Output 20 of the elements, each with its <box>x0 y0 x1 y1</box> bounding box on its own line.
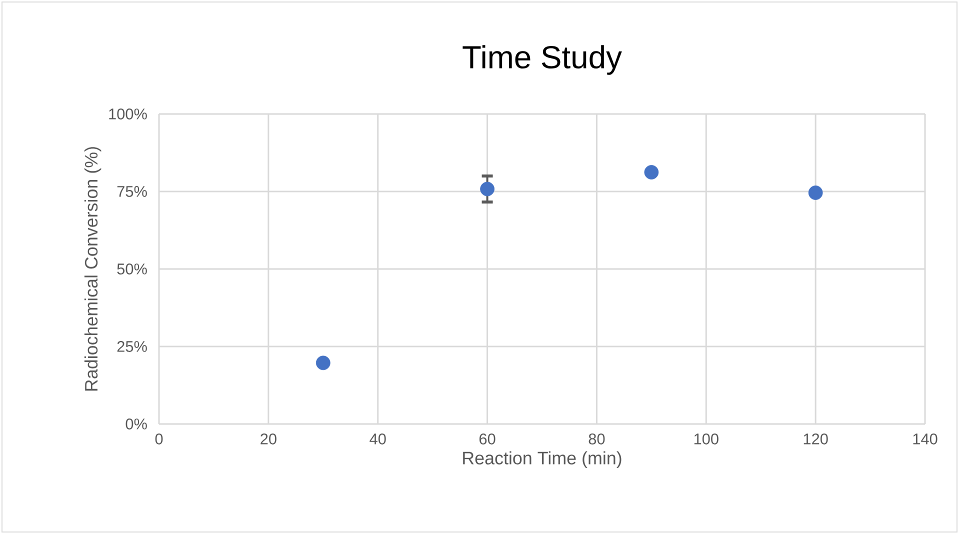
y-tick-label: 0% <box>126 418 147 430</box>
chart-title: Time Study <box>462 45 622 75</box>
y-axis-title: Radiochemical Conversion (%) <box>84 147 102 391</box>
x-tick-label: 0 <box>155 434 163 444</box>
point <box>644 165 659 180</box>
point <box>480 182 494 196</box>
x-tick-label: 80 <box>588 434 605 444</box>
y-tick-label: 50% <box>117 264 147 274</box>
y-tick-label: 100% <box>109 108 147 120</box>
x-tick-label: 40 <box>370 434 386 444</box>
x-tick-label: 120 <box>804 434 828 444</box>
y-tick-label: 25% <box>117 341 147 352</box>
x-tick-label: 20 <box>260 434 276 444</box>
x-axis-title: Reaction Time (min) <box>463 451 622 468</box>
x-tick-label: 60 <box>479 434 496 444</box>
x-tick-label: 100 <box>694 434 718 444</box>
point <box>808 186 823 200</box>
x-tick-label: 140 <box>913 434 938 444</box>
y-tick-label: 75% <box>117 186 147 197</box>
point <box>316 356 330 370</box>
